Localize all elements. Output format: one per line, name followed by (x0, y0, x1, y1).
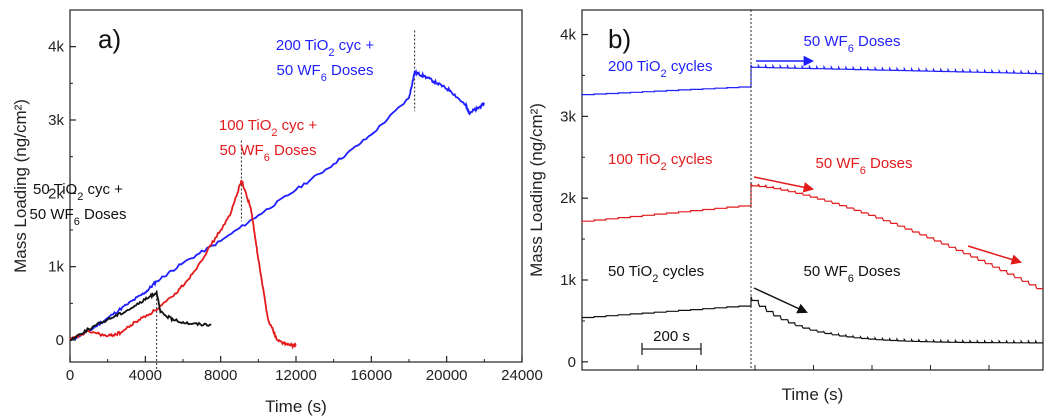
panel-b-y-tick-label: 1k (560, 272, 576, 289)
panel-b-y-tick-label: 2k (560, 190, 576, 207)
panel-a-annotations: 200 TiO2 cyc + 50 WF6 Doses 100 TiO2 cyc +… (30, 37, 375, 228)
panel-a-x-tick-label: 16000 (350, 367, 392, 384)
panel-a-y-tick-label: 3k (48, 112, 64, 129)
panel-a-series-line (69, 289, 212, 342)
panel-b-series (581, 63, 1043, 344)
panel-a-series-line (69, 68, 485, 341)
panel-b-series-line (581, 296, 1043, 344)
panel-b-arrow (753, 176, 815, 193)
panel-b-scale-bar: 200 s (641, 328, 702, 355)
panel-b-annotation: 200 TiO2 cycles (608, 58, 713, 80)
panel-a-y-tick-label: 0 (56, 332, 64, 349)
panel-b-annotation: 50 TiO2 cycles (608, 263, 704, 285)
panel-a-x-tick-label: 12000 (275, 367, 317, 384)
panel-a-vlines (156, 30, 416, 372)
panel-a-annotation: 50 WF6 Doses (277, 62, 374, 84)
panel-a-annotation: 50 TiO2 cyc + (33, 181, 123, 203)
panel-a-y-tick-label: 1k (48, 259, 64, 276)
panel-b-annotation: 50 WF6 Doses (816, 155, 913, 177)
panel-b: 0 1k 2k 3k 4k 200 s b) Time (s) Mass Loading… (527, 9, 1044, 404)
panel-b-annotation: 100 TiO2 cycles (608, 151, 713, 173)
panel-b-y-tick-label: 3k (560, 108, 576, 125)
panel-a-x-tick-label: 0 (66, 367, 74, 384)
panel-b-arrow (753, 287, 808, 314)
panel-a-y-tick-label: 4k (48, 39, 64, 56)
panel-b-annotations: 200 TiO2 cycles 50 WF6 Doses 100 TiO2 cycl… (608, 33, 913, 285)
panel-b-y-tick-label: 0 (568, 354, 576, 371)
scale-bar-label: 200 s (653, 328, 690, 345)
panel-a-x-axis-title: Time (s) (265, 397, 327, 416)
panel-b-x-axis-title: Time (s) (782, 385, 844, 404)
panel-b-arrow (967, 245, 1023, 265)
panel-b-series-line (581, 182, 1043, 290)
panel-a-y-axis-title: Mass Loading (ng/cm²) (11, 99, 30, 273)
panel-a-annotation: 200 TiO2 cyc + (276, 37, 374, 59)
panel-a-annotation: 50 WF6 Doses (30, 206, 127, 228)
panel-b-label: b) (608, 24, 631, 54)
panel-a-y-tick-label: 2k (48, 185, 64, 202)
panel-b-ticks: 0 1k 2k 3k 4k (560, 27, 990, 371)
panel-b-annotation: 50 WF6 Doses (804, 263, 901, 285)
panel-b-y-tick-label: 4k (560, 27, 576, 44)
panel-b-arrows (753, 55, 1023, 314)
panel-a-ticks: 0 4000 8000 12000 16000 20000 24000 0 1k 2k 3k 4k (48, 39, 543, 384)
panel-a-annotation: 50 WF6 Doses (220, 142, 317, 164)
panel-b-series-line (581, 63, 1043, 96)
panel-b-frame (581, 9, 1044, 371)
panel-a-series-line (69, 179, 297, 350)
panel-a: 0 4000 8000 12000 16000 20000 24000 0 1k 2k 3k 4k a… (11, 9, 543, 416)
panel-b-annotation: 50 WF6 Doses (804, 33, 901, 55)
panel-b-y-axis-title: Mass Loading (ng/cm²) (527, 103, 546, 277)
panel-a-x-tick-label: 24000 (501, 367, 543, 384)
panel-a-x-tick-label: 20000 (426, 367, 468, 384)
panel-a-x-tick-label: 4000 (129, 367, 162, 384)
panel-a-x-tick-label: 8000 (204, 367, 237, 384)
panel-a-annotation: 100 TiO2 cyc + (219, 117, 317, 139)
panel-a-label: a) (98, 24, 121, 54)
panel-a-series (69, 68, 485, 350)
